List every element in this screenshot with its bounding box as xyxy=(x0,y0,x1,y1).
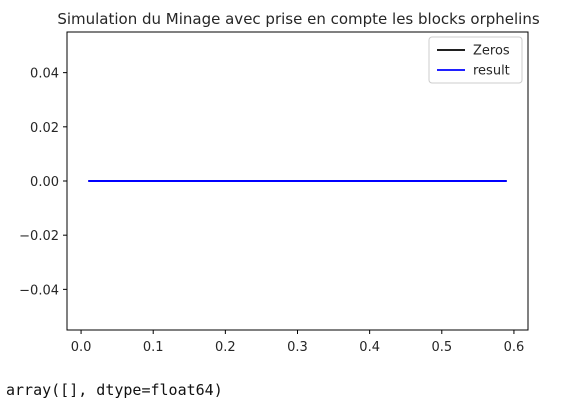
chart-title: Simulation du Minage avec prise en compt… xyxy=(57,10,540,28)
x-tick-label: 0.3 xyxy=(287,340,308,355)
line-chart: Simulation du Minage avec prise en compt… xyxy=(19,10,540,355)
legend-label-result: result xyxy=(473,64,510,79)
cell-output: array([], dtype=float64) xyxy=(6,381,223,399)
y-tick-label: 0.04 xyxy=(30,67,59,82)
legend-box xyxy=(428,36,523,84)
x-tick-label: 0.0 xyxy=(71,340,92,355)
x-tick-label: 0.6 xyxy=(504,340,525,355)
y-axis: 0.04 0.02 0.00 −0.02 −0.04 xyxy=(19,67,67,298)
y-tick-label: 0.02 xyxy=(30,121,59,136)
x-tick-label: 0.4 xyxy=(359,340,380,355)
y-tick-label: −0.04 xyxy=(19,283,59,298)
x-axis: 0.0 0.1 0.2 0.3 0.4 0.5 0.6 xyxy=(71,330,525,355)
x-tick-label: 0.1 xyxy=(143,340,164,355)
y-tick-label: 0.00 xyxy=(30,175,59,190)
x-tick-label: 0.5 xyxy=(431,340,452,355)
x-tick-label: 0.2 xyxy=(215,340,236,355)
legend-label-zeros: Zeros xyxy=(473,44,510,59)
y-tick-label: −0.02 xyxy=(19,229,59,244)
legend: Zeros result xyxy=(428,36,523,84)
